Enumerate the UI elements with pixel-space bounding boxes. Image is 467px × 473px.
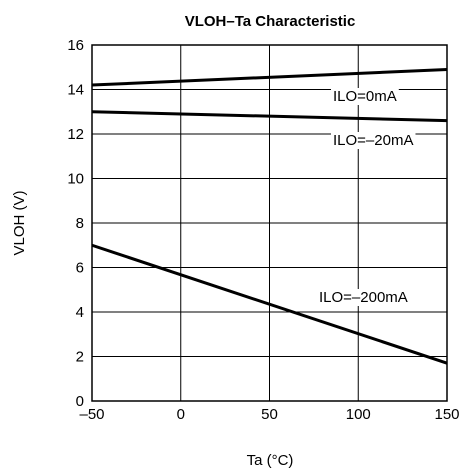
x-tick-label-4: 150 [434, 406, 459, 423]
y-tick-labels: 0 2 4 6 8 10 12 14 16 [67, 37, 84, 410]
series-label-text-2: ILO=–200mA [319, 289, 408, 306]
series-label-1: ILO=–20mA [331, 132, 416, 149]
chart-title: VLOH–Ta Characteristic [185, 13, 356, 30]
y-tick-label-2: 4 [76, 304, 84, 321]
x-tick-label-2: 50 [261, 406, 278, 423]
series-label-bg-2 [317, 289, 410, 306]
y-tick-label-0: 0 [76, 393, 84, 410]
series-label-text-1: ILO=–20mA [333, 132, 413, 149]
y-axis-label: VLOH (V) [11, 190, 28, 255]
y-tick-label-1: 2 [76, 349, 84, 366]
series-label-bg-1 [331, 132, 416, 149]
series-labels: ILO=0mA ILO=–20mA ILO=–200mA [317, 88, 416, 306]
y-tick-label-6: 12 [67, 126, 84, 143]
plot-frame [91, 44, 448, 402]
series-label-bg-0 [331, 88, 399, 105]
y-tick-label-4: 8 [76, 215, 84, 232]
x-tick-label-0: –50 [79, 406, 104, 423]
series-line-2 [91, 243, 448, 365]
series-label-text-0: ILO=0mA [333, 88, 397, 105]
y-tick-label-3: 6 [76, 260, 84, 277]
x-tick-label-3: 100 [346, 406, 371, 423]
series-group [91, 67, 448, 365]
x-axis-label: Ta (°C) [247, 452, 294, 469]
x-tick-label-1: 0 [177, 406, 185, 423]
series-label-0: ILO=0mA [331, 88, 399, 105]
x-tick-labels: –50 0 50 100 150 [79, 406, 459, 423]
series-label-2: ILO=–200mA [317, 289, 410, 306]
series-line-0 [91, 67, 448, 87]
series-line-1 [91, 110, 448, 123]
y-tick-label-5: 10 [67, 171, 84, 188]
y-tick-label-7: 14 [67, 82, 84, 99]
y-tick-label-8: 16 [67, 37, 84, 54]
